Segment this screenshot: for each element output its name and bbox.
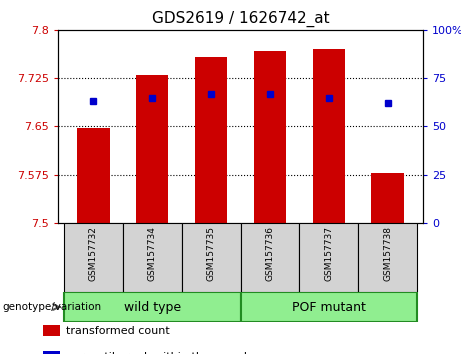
Bar xyxy=(254,51,286,223)
Text: GSM157736: GSM157736 xyxy=(266,226,274,281)
Text: GSM157735: GSM157735 xyxy=(207,226,216,281)
Bar xyxy=(372,173,404,223)
Bar xyxy=(241,292,417,322)
Bar xyxy=(241,223,299,292)
Bar xyxy=(43,325,60,336)
Text: genotype/variation: genotype/variation xyxy=(2,302,101,312)
Text: GSM157738: GSM157738 xyxy=(383,226,392,281)
Bar xyxy=(313,49,345,223)
Bar xyxy=(195,57,227,223)
Bar xyxy=(136,75,168,223)
Text: transformed count: transformed count xyxy=(66,326,170,336)
Text: GSM157732: GSM157732 xyxy=(89,226,98,281)
Bar xyxy=(299,223,358,292)
Bar xyxy=(182,223,241,292)
Bar xyxy=(64,223,123,292)
Bar xyxy=(64,292,241,322)
Bar xyxy=(43,350,60,354)
Text: wild type: wild type xyxy=(124,301,181,314)
Bar xyxy=(123,223,182,292)
Text: GSM157737: GSM157737 xyxy=(324,226,333,281)
Title: GDS2619 / 1626742_at: GDS2619 / 1626742_at xyxy=(152,11,329,27)
Text: percentile rank within the sample: percentile rank within the sample xyxy=(66,352,254,354)
Bar xyxy=(358,223,417,292)
Text: POF mutant: POF mutant xyxy=(292,301,366,314)
Bar xyxy=(77,128,110,223)
Text: GSM157734: GSM157734 xyxy=(148,226,157,281)
